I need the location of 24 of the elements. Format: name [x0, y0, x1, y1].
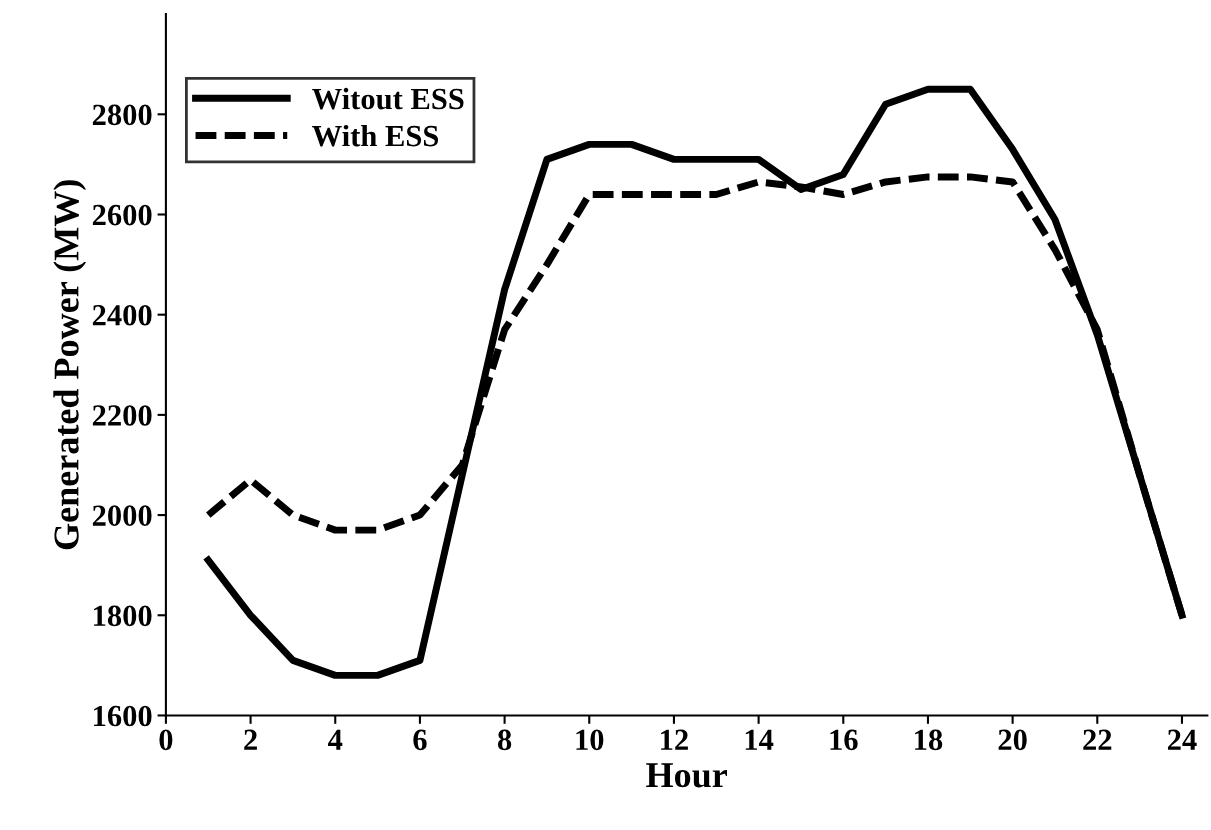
- y-tick-label: 1600: [94, 705, 152, 727]
- y-tick-label: 2400: [92, 304, 152, 326]
- x-tick-label: 10: [576, 729, 604, 751]
- x-tick-label: 2: [244, 729, 257, 750]
- y-tick-label: 2800: [92, 104, 152, 126]
- y-tick-label: 2200: [92, 405, 152, 426]
- x-tick-label: 24: [1167, 729, 1197, 750]
- x-tick-label: 12: [661, 729, 688, 750]
- legend-label: Witout ESS: [312, 87, 464, 110]
- y-tick-label: 2000: [92, 505, 152, 526]
- x-tick-label: 6: [413, 729, 427, 751]
- legend-label: With ESS: [312, 124, 439, 147]
- x-tick-label: 16: [830, 729, 858, 751]
- x-axis-title: Hour: [646, 763, 727, 788]
- x-tick-label: 22: [1083, 729, 1112, 750]
- x-tick-label: 4: [328, 729, 343, 750]
- x-tick-label: 8: [497, 729, 512, 751]
- x-tick-label: 18: [915, 729, 943, 751]
- x-tick-label: 20: [998, 729, 1027, 751]
- x-tick-label: 14: [745, 729, 774, 750]
- y-tick-label: 2600: [92, 204, 152, 226]
- y-tick-label: 1800: [94, 605, 152, 627]
- y-axis-title: Generated Power (MW): [53, 180, 87, 550]
- x-tick-label: 0: [159, 729, 173, 751]
